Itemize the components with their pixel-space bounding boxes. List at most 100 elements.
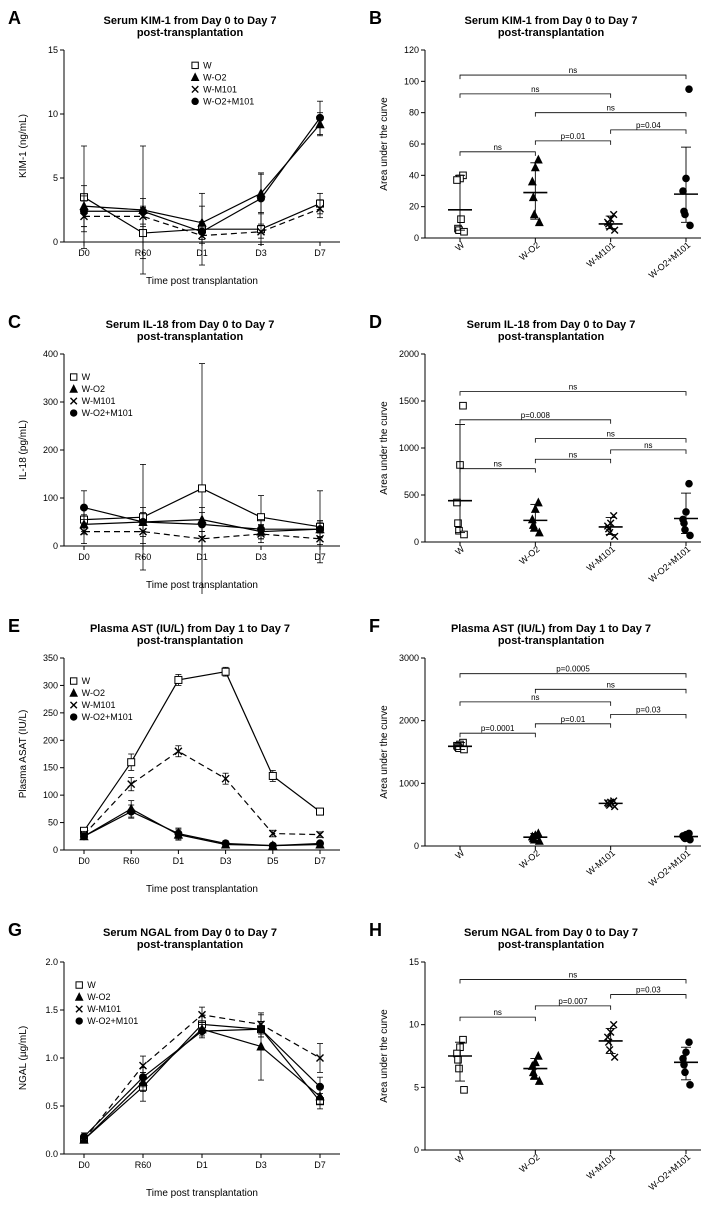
svg-text:post-transplantation: post-transplantation [498,939,605,951]
panel-b: BSerum KIM-1 from Day 0 to Day 7post-tra… [371,10,718,300]
svg-text:D7: D7 [314,856,326,866]
svg-text:W: W [203,60,212,70]
svg-text:ns: ns [644,441,652,450]
svg-text:W: W [82,372,91,382]
svg-text:D7: D7 [314,248,326,258]
panel-f: FPlasma AST (IU/L) from Day 1 to Day 7po… [371,618,718,908]
svg-text:W-O2+M101: W-O2+M101 [647,1152,693,1193]
letter-c: C [8,312,21,333]
svg-text:W-O2+M101: W-O2+M101 [87,1016,138,1026]
svg-text:D3: D3 [255,248,267,258]
svg-text:W-M101: W-M101 [585,240,617,269]
svg-text:100: 100 [43,790,58,800]
letter-b: B [369,8,382,29]
svg-text:Area under the curve: Area under the curve [379,1009,390,1103]
svg-text:W-O2+M101: W-O2+M101 [203,96,254,106]
svg-text:2.0: 2.0 [45,957,58,967]
svg-text:W-O2: W-O2 [203,72,226,82]
svg-text:W: W [453,848,466,861]
svg-text:p=0.01: p=0.01 [561,715,586,724]
svg-text:5: 5 [53,173,58,183]
letter-e: E [8,616,20,637]
panel-c: CSerum IL-18 from Day 0 to Day 7post-tra… [10,314,357,604]
svg-text:W-M101: W-M101 [82,700,116,710]
panel-a: ASerum KIM-1 from Day 0 to Day 7post-tra… [10,10,357,300]
svg-text:Serum KIM-1 from Day 0 to Day: Serum KIM-1 from Day 0 to Day 7 [465,15,638,27]
svg-text:p=0.03: p=0.03 [636,705,661,714]
svg-text:p=0.04: p=0.04 [636,121,661,130]
svg-text:80: 80 [409,108,419,118]
svg-text:150: 150 [43,763,58,773]
letter-a: A [8,8,21,29]
figure-grid: A Serum KIM-1 from Day 0 to Day 7 post-tra… [10,10,718,1212]
svg-text:Time post transplantation: Time post transplantation [146,276,258,287]
svg-text:W-M101: W-M101 [87,1004,121,1014]
svg-text:ns: ns [569,383,577,392]
svg-text:post-transplantation: post-transplantation [137,27,244,39]
svg-text:ns: ns [606,430,614,439]
svg-text:200: 200 [43,735,58,745]
svg-text:40: 40 [409,170,419,180]
svg-text:IL-18 (pg/mL): IL-18 (pg/mL) [18,420,29,480]
svg-text:Time post transplantation: Time post transplantation [146,884,258,895]
svg-text:W: W [453,1152,466,1165]
svg-text:ns: ns [606,680,614,689]
svg-text:post-transplantation: post-transplantation [137,635,244,647]
svg-text:W-M101: W-M101 [82,396,116,406]
svg-text:15: 15 [48,45,58,55]
svg-text:250: 250 [43,708,58,718]
svg-text:300: 300 [43,680,58,690]
svg-text:W-M101: W-M101 [585,848,617,877]
svg-text:Plasma AST (IU/L) from Day 1 t: Plasma AST (IU/L) from Day 1 to Day 7 [90,623,290,635]
svg-text:1.0: 1.0 [45,1053,58,1063]
svg-text:0: 0 [414,233,419,243]
svg-text:D5: D5 [267,856,279,866]
svg-text:Serum IL-18 from Day 0 to Day: Serum IL-18 from Day 0 to Day 7 [467,319,636,331]
svg-text:0: 0 [53,845,58,855]
svg-text:1000: 1000 [399,778,419,788]
panel-e: E Plasma AST (IU/L) from Day 1 to Day 7po… [10,618,357,908]
svg-text:W-M101: W-M101 [203,84,237,94]
svg-text:W-O2: W-O2 [82,688,105,698]
svg-text:0: 0 [414,841,419,851]
svg-text:W: W [453,240,466,253]
svg-text:Serum NGAL from Day 0 to Day 7: Serum NGAL from Day 0 to Day 7 [103,927,277,939]
svg-text:W: W [82,676,91,686]
svg-text:Area under the curve: Area under the curve [379,401,390,495]
svg-text:ns: ns [531,85,539,94]
svg-text:D1: D1 [196,1160,208,1170]
svg-text:0.5: 0.5 [45,1101,58,1111]
svg-text:p=0.0005: p=0.0005 [556,665,590,674]
svg-text:W: W [453,544,466,557]
svg-text:0: 0 [53,541,58,551]
svg-text:post-transplantation: post-transplantation [137,939,244,951]
svg-text:D1: D1 [173,856,185,866]
svg-text:1.5: 1.5 [45,1005,58,1015]
svg-text:R60: R60 [135,1160,152,1170]
svg-text:15: 15 [409,957,419,967]
svg-text:20: 20 [409,202,419,212]
svg-text:100: 100 [404,76,419,86]
svg-text:300: 300 [43,397,58,407]
svg-text:W-M101: W-M101 [585,544,617,573]
svg-text:200: 200 [43,445,58,455]
svg-text:W-O2: W-O2 [87,992,110,1002]
svg-text:10: 10 [409,1020,419,1030]
svg-text:W-O2: W-O2 [517,544,541,567]
svg-text:D0: D0 [78,248,90,258]
svg-text:10: 10 [48,109,58,119]
svg-text:ns: ns [606,104,614,113]
svg-text:500: 500 [404,490,419,500]
svg-text:post-transplantation: post-transplantation [498,635,605,647]
svg-text:p=0.007: p=0.007 [558,997,588,1006]
svg-text:D3: D3 [220,856,232,866]
svg-text:W-O2+M101: W-O2+M101 [82,408,133,418]
letter-d: D [369,312,382,333]
svg-text:D0: D0 [78,856,90,866]
svg-text:Plasma ASAT (IU/L): Plasma ASAT (IU/L) [18,710,29,799]
svg-text:W-O2+M101: W-O2+M101 [647,848,693,889]
svg-text:2000: 2000 [399,349,419,359]
svg-text:W-O2+M101: W-O2+M101 [82,712,133,722]
svg-text:W-O2: W-O2 [82,384,105,394]
svg-text:2000: 2000 [399,716,419,726]
